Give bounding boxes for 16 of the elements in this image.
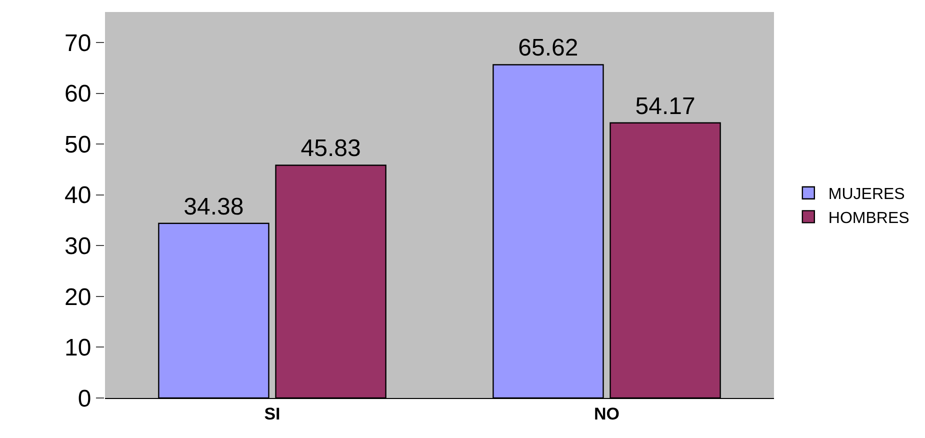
data-label: 54.17: [635, 92, 696, 120]
y-tick-label: 40: [64, 182, 92, 210]
y-tick-label: 20: [64, 284, 92, 311]
y-tick-label: 10: [64, 334, 92, 362]
y-tick-label: 50: [64, 131, 92, 158]
x-tick-label: SI: [264, 404, 280, 424]
data-label: 34.38: [184, 193, 244, 220]
legend-label: MUJERES: [828, 186, 905, 204]
legend-label: HOMBRES: [828, 210, 910, 227]
y-tick-label: 60: [64, 80, 92, 108]
y-tick-label: 70: [64, 30, 92, 57]
x-tick-label: NO: [594, 404, 620, 424]
data-label: 65.62: [518, 34, 578, 62]
data-label: 45.83: [300, 135, 361, 162]
y-tick-label: 30: [64, 233, 92, 260]
y-tick-label: 0: [78, 385, 92, 412]
